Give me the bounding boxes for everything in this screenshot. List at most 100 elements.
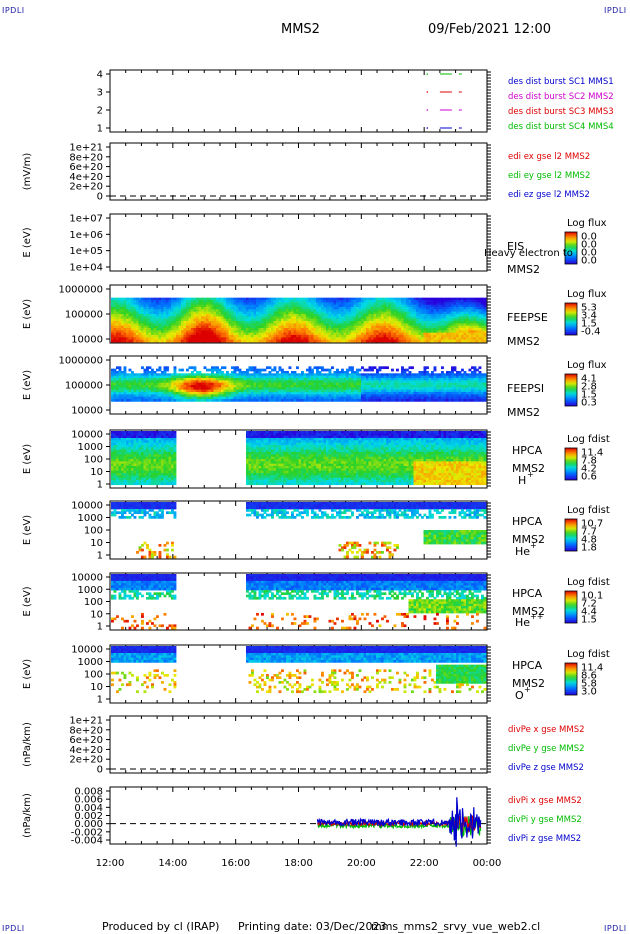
spectrogram-cell bbox=[306, 304, 309, 308]
spectrogram-cell bbox=[201, 385, 204, 388]
spectrogram-cell bbox=[128, 368, 132, 372]
spectrogram-cell bbox=[306, 328, 309, 331]
spectrogram-cell bbox=[276, 382, 279, 386]
spectrogram-cell bbox=[383, 325, 387, 329]
spectrogram-cell bbox=[443, 297, 447, 301]
spectrogram-cell bbox=[276, 300, 279, 303]
spectrogram-cell bbox=[123, 396, 127, 400]
spectrogram-cell bbox=[203, 387, 207, 391]
spectrogram-cell bbox=[318, 366, 322, 370]
spectrogram-cell bbox=[258, 332, 262, 336]
spectrogram-cell bbox=[421, 300, 424, 303]
spectrogram-cell bbox=[296, 378, 299, 381]
spectrogram-cell bbox=[381, 314, 384, 317]
spectrogram-cell bbox=[126, 378, 129, 381]
spectrogram-cell bbox=[296, 309, 299, 313]
spectrogram-cell bbox=[113, 382, 117, 386]
spectrogram-cell bbox=[263, 325, 267, 329]
spectrogram-cell bbox=[163, 385, 167, 388]
spectrogram-cell bbox=[296, 375, 299, 379]
spectrogram-cell bbox=[198, 304, 202, 308]
spectrogram-cell bbox=[458, 332, 462, 336]
spectrogram-cell bbox=[326, 373, 329, 377]
spectrogram-cell bbox=[176, 307, 179, 310]
spectrogram-cell bbox=[163, 304, 167, 308]
spectrogram-cell bbox=[258, 323, 262, 327]
spectrogram-cell bbox=[483, 307, 487, 310]
spectrogram-cell bbox=[278, 389, 282, 393]
spectrogram-cell bbox=[296, 325, 299, 329]
spectrogram-cell bbox=[373, 332, 377, 336]
spectrogram-cell bbox=[456, 300, 459, 303]
spectrogram-cell bbox=[148, 335, 152, 338]
spectrogram-cell bbox=[306, 297, 309, 301]
spectrogram-cell bbox=[228, 399, 232, 402]
spectrogram-cell bbox=[171, 394, 174, 398]
spectrogram-cell bbox=[353, 330, 357, 334]
spectrogram-cell bbox=[443, 330, 447, 334]
spectrogram-cell bbox=[351, 311, 354, 315]
spectrogram-cell bbox=[301, 399, 304, 402]
spectrogram-cell bbox=[131, 387, 134, 391]
spectrogram-cell bbox=[436, 323, 439, 327]
spectrogram-cell bbox=[251, 382, 254, 386]
spectrogram-cell bbox=[448, 339, 452, 343]
spectrogram-cell bbox=[246, 330, 249, 334]
spectrogram-cell bbox=[286, 316, 289, 320]
spectrogram-cell bbox=[128, 314, 132, 317]
spectrogram-cell bbox=[193, 314, 197, 317]
spectrogram-cell bbox=[116, 371, 119, 374]
spectrogram-cell bbox=[143, 328, 147, 331]
spectrogram-cell bbox=[421, 302, 424, 306]
spectrogram-cell bbox=[288, 318, 292, 322]
spectrogram-cell bbox=[253, 304, 257, 308]
spectrogram-cell bbox=[161, 396, 164, 400]
spectrogram-cell bbox=[273, 396, 277, 400]
spectrogram-cell bbox=[188, 316, 192, 320]
spectrogram-cell bbox=[298, 399, 302, 402]
spectrogram-cell bbox=[261, 328, 264, 331]
spectrogram-cell bbox=[446, 328, 449, 331]
spectrogram-cell bbox=[461, 321, 464, 324]
spectrogram-cell bbox=[303, 323, 307, 327]
spectrogram-cell bbox=[148, 375, 152, 379]
spectrogram-cell bbox=[238, 307, 242, 310]
spectrogram-cell bbox=[316, 328, 319, 331]
colorbar-tick-label: 10.1 bbox=[581, 591, 603, 602]
spectrogram-cell bbox=[311, 392, 314, 395]
spectrogram-cell bbox=[151, 304, 154, 308]
spectrogram-cell bbox=[431, 307, 434, 310]
spectrogram-cell bbox=[208, 375, 212, 379]
colorbar-tick-label: 0.0 bbox=[581, 232, 597, 243]
spectrogram-cell bbox=[253, 325, 257, 329]
spectrogram-cell bbox=[468, 300, 472, 303]
spectrogram-cell bbox=[228, 297, 232, 301]
spectrogram-cell bbox=[161, 321, 164, 324]
spectrogram-cell bbox=[128, 382, 132, 386]
spectrogram-cell bbox=[283, 311, 287, 315]
spectrogram-cell bbox=[333, 297, 337, 301]
spectrogram-cell bbox=[443, 323, 447, 327]
spectrogram-cell bbox=[166, 302, 169, 306]
spectrogram-cell bbox=[161, 387, 164, 391]
spectrogram-cell bbox=[318, 371, 322, 374]
spectrogram-cell bbox=[238, 323, 242, 327]
spectrogram-cell bbox=[241, 394, 244, 398]
spectrogram-cell bbox=[226, 330, 229, 334]
spectrogram-cell bbox=[481, 300, 484, 303]
y-tick-label: 1e+07 bbox=[69, 214, 103, 225]
spectrogram-cell bbox=[248, 380, 252, 384]
spectrogram-cell bbox=[148, 371, 152, 374]
spectrogram-cell bbox=[356, 332, 359, 336]
spectrogram-cell bbox=[473, 339, 477, 343]
spectrogram-cell bbox=[323, 394, 327, 398]
spectrogram-cell bbox=[178, 380, 182, 384]
spectrogram-cell bbox=[168, 316, 172, 320]
spectrogram-cell bbox=[461, 335, 464, 338]
y-axis-label: E (eV) bbox=[22, 444, 33, 474]
spectrogram-cell bbox=[268, 371, 272, 374]
spectrogram-cell bbox=[118, 309, 122, 313]
spectrogram-cell bbox=[258, 321, 262, 324]
spectrogram-cell bbox=[138, 332, 142, 336]
spectrogram-cell bbox=[116, 396, 119, 400]
